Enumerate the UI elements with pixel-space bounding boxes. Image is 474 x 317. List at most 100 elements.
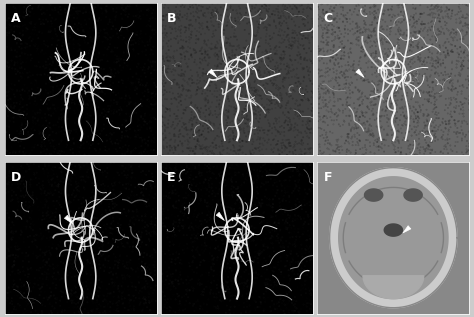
Point <box>146 125 154 130</box>
Point <box>12 8 20 13</box>
Point <box>216 93 223 98</box>
Point <box>166 145 173 150</box>
Point <box>56 38 64 43</box>
Point <box>245 132 253 137</box>
Point <box>67 182 75 187</box>
Point <box>144 248 151 253</box>
Point <box>221 177 229 182</box>
Point <box>119 8 127 13</box>
Point <box>295 218 303 223</box>
Point <box>392 72 400 77</box>
Point <box>40 234 47 239</box>
Point <box>187 4 194 10</box>
Point <box>289 68 296 73</box>
Point <box>258 219 265 224</box>
Point <box>17 232 25 237</box>
Point <box>103 19 111 24</box>
Point <box>72 267 80 272</box>
Point <box>130 200 137 205</box>
Point <box>218 61 225 67</box>
Point <box>209 261 217 266</box>
Point <box>224 114 232 119</box>
Point <box>119 289 127 294</box>
Point <box>192 144 200 149</box>
Point <box>66 33 74 38</box>
Point <box>73 129 80 134</box>
Point <box>135 183 142 188</box>
Point <box>165 48 173 53</box>
Point <box>428 24 436 29</box>
Point <box>410 117 417 122</box>
Point <box>72 210 79 215</box>
Point <box>277 296 284 301</box>
Point <box>37 107 45 113</box>
Point <box>26 96 33 101</box>
Point <box>24 205 32 210</box>
Point <box>419 45 426 50</box>
Point <box>167 137 175 142</box>
Point <box>435 19 443 24</box>
Point <box>241 27 248 32</box>
Point <box>146 307 154 312</box>
Point <box>19 87 27 92</box>
Point <box>158 97 165 102</box>
Point <box>14 23 21 29</box>
Point <box>386 26 394 31</box>
Point <box>270 121 278 126</box>
Point <box>401 66 409 71</box>
Point <box>354 97 361 102</box>
Point <box>323 42 330 47</box>
Point <box>287 164 295 169</box>
Point <box>348 80 356 85</box>
Point <box>203 43 211 48</box>
Point <box>142 298 150 303</box>
Point <box>261 138 269 143</box>
Point <box>262 92 269 97</box>
Point <box>92 69 100 74</box>
Point <box>237 274 245 279</box>
Point <box>78 296 86 301</box>
Point <box>130 203 137 208</box>
Point <box>374 92 382 97</box>
Point <box>361 126 369 131</box>
Point <box>189 303 197 308</box>
Point <box>148 91 155 96</box>
Point <box>65 170 73 175</box>
Point <box>63 73 71 78</box>
Point <box>122 118 130 123</box>
Point <box>205 204 212 209</box>
Point <box>57 165 65 170</box>
Point <box>91 135 98 140</box>
Point <box>75 130 83 135</box>
Point <box>107 131 114 136</box>
Point <box>144 87 152 92</box>
Point <box>304 89 311 94</box>
Point <box>465 79 473 84</box>
Point <box>327 107 335 112</box>
Point <box>282 165 290 170</box>
Point <box>240 251 247 256</box>
Point <box>191 166 199 171</box>
Point <box>19 23 27 28</box>
Point <box>226 305 234 310</box>
Point <box>152 224 160 229</box>
Point <box>195 81 203 86</box>
Point <box>196 253 203 258</box>
Point <box>100 269 107 274</box>
Point <box>206 194 213 199</box>
Point <box>337 69 345 74</box>
Point <box>205 286 212 291</box>
Point <box>117 29 125 34</box>
Point <box>50 146 58 151</box>
Point <box>277 272 285 277</box>
Point <box>254 173 262 178</box>
Point <box>74 119 82 124</box>
Point <box>137 102 145 107</box>
Point <box>43 12 51 17</box>
Point <box>350 65 357 70</box>
Point <box>129 213 137 218</box>
Point <box>43 8 51 13</box>
Point <box>11 35 19 40</box>
Point <box>1 170 9 175</box>
Point <box>198 272 206 277</box>
